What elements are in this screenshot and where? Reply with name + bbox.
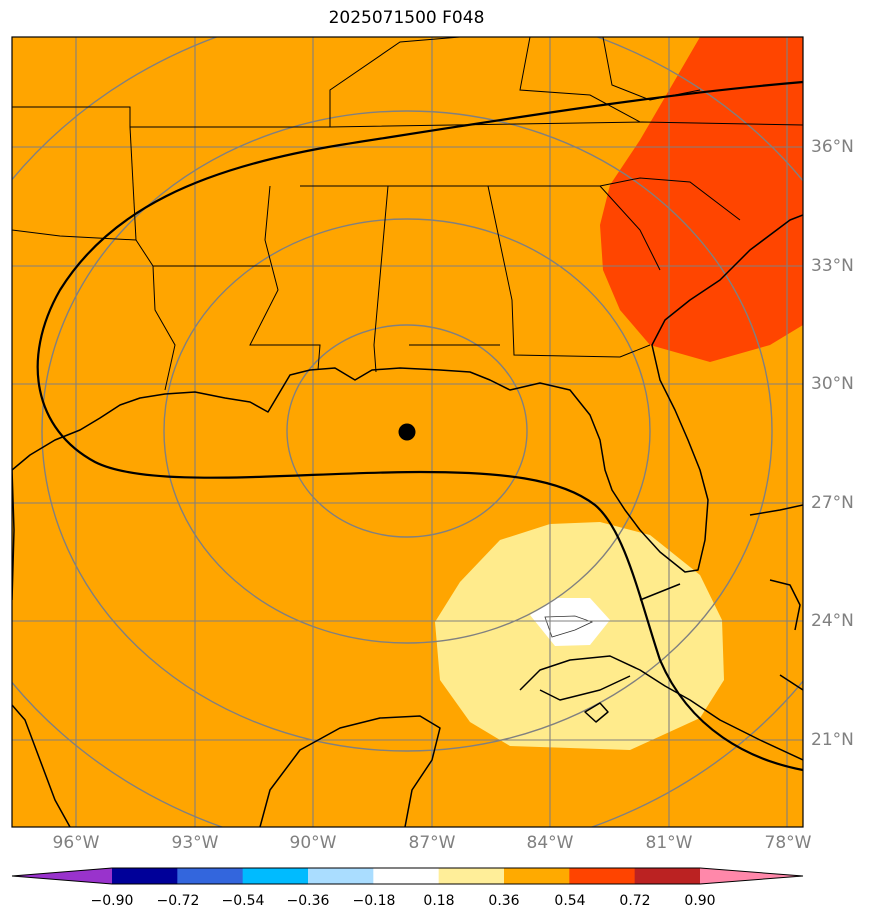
colorbar-tick-label: 0.18 — [423, 893, 455, 909]
lat-label: 33°N — [811, 256, 854, 276]
colorbar-tick-label: −0.72 — [156, 893, 200, 909]
map-frame — [11, 36, 804, 828]
colorbar-tick-label: −0.90 — [90, 893, 134, 909]
colorbar-tick-label: 0.90 — [684, 893, 716, 909]
range-rings — [12, 37, 803, 827]
lon-label: 93°W — [171, 833, 219, 853]
colorbar-tick-label: 0.54 — [554, 893, 586, 909]
lon-label: 96°W — [52, 833, 100, 853]
lon-label: 90°W — [289, 833, 337, 853]
trajectory-contour — [36, 80, 803, 772]
colorbar-tick-label: −0.36 — [286, 893, 330, 909]
center-marker — [398, 423, 416, 441]
lat-label: 27°N — [811, 493, 854, 513]
lon-label: 84°W — [526, 833, 574, 853]
lat-label: 24°N — [811, 611, 854, 631]
thin-contour — [544, 615, 594, 638]
lat-label: 36°N — [811, 137, 854, 157]
lon-label: 78°W — [764, 833, 812, 853]
colorbar-tick-label: −0.54 — [221, 893, 265, 909]
map-title: 2025071500 F048 — [328, 8, 485, 28]
coastlines — [12, 214, 803, 827]
colorbar-tick-label: −0.18 — [352, 893, 396, 909]
lon-label: 81°W — [645, 833, 693, 853]
boundaries — [12, 37, 803, 391]
lat-label: 30°N — [811, 374, 854, 394]
graticule — [12, 37, 803, 827]
lat-label: 21°N — [811, 730, 854, 750]
high-anomaly-region — [600, 37, 803, 362]
colorbar-tick-label: 0.72 — [619, 893, 651, 909]
colorbar-tick-label: 0.36 — [488, 893, 520, 909]
lon-label: 87°W — [408, 833, 456, 853]
